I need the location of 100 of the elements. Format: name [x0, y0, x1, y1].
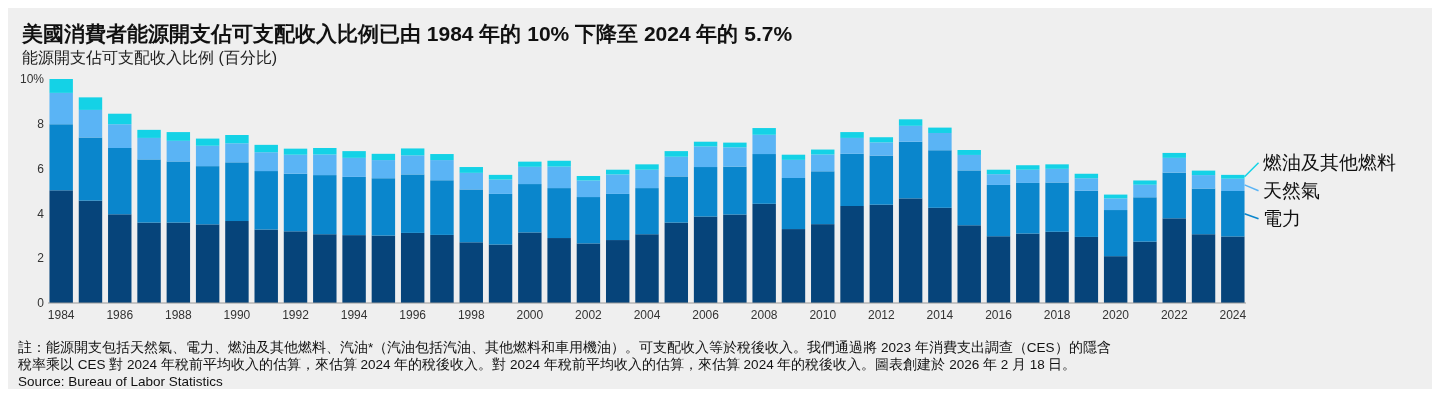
chart-subtitle: 能源開支佔可支配收入比例 (百分比) [21, 48, 279, 68]
bar [225, 162, 249, 222]
bar [488, 174, 513, 180]
bar [898, 119, 923, 126]
bar [518, 184, 542, 233]
bar [313, 147, 337, 155]
bar [781, 178, 806, 230]
bar [195, 224, 220, 303]
bar [1045, 231, 1069, 303]
bar [1162, 218, 1186, 303]
bar [840, 132, 864, 138]
bar [342, 176, 366, 236]
bar [898, 198, 923, 303]
bar [1191, 175, 1216, 189]
bar [195, 145, 220, 167]
bar [1045, 164, 1069, 169]
bar [1016, 233, 1040, 303]
bar [254, 229, 278, 303]
bar [547, 160, 571, 167]
y-tick-label: 2 [37, 251, 45, 266]
bar [635, 234, 659, 303]
bar [1045, 168, 1069, 183]
bar [166, 161, 191, 223]
bar [635, 169, 659, 189]
bar [371, 235, 396, 303]
bar [752, 203, 776, 303]
bar [840, 137, 864, 154]
bar [1162, 157, 1186, 173]
bar [49, 79, 73, 93]
bar [986, 174, 1011, 185]
bar [664, 151, 689, 157]
bar [430, 154, 454, 161]
bar [254, 144, 278, 153]
x-tick-label: 1992 [282, 308, 310, 322]
bar [488, 179, 513, 194]
bar [576, 197, 601, 244]
bar [928, 207, 952, 303]
bar [1103, 198, 1128, 211]
bar [635, 164, 659, 170]
bar [547, 188, 571, 239]
bar [254, 152, 278, 172]
bar [869, 137, 894, 143]
bar [137, 159, 161, 223]
x-tick-label: 2000 [516, 308, 544, 322]
bar [166, 140, 191, 162]
bar [342, 151, 366, 158]
bar [488, 244, 513, 303]
bar [1191, 234, 1216, 303]
x-tick-label: 2002 [575, 308, 603, 322]
bar [957, 154, 981, 171]
bar [400, 174, 425, 233]
bar [283, 173, 308, 232]
bar [1162, 172, 1186, 219]
bar [430, 180, 454, 235]
bar [723, 166, 747, 215]
x-tick-label: 1994 [340, 308, 368, 322]
bar [723, 214, 747, 303]
bar [1162, 152, 1186, 158]
bar [1016, 169, 1040, 183]
bar [518, 232, 542, 303]
y-tick-label: 8 [37, 117, 45, 131]
bar [254, 171, 278, 230]
bar [547, 166, 571, 189]
bar [108, 113, 132, 125]
bar [664, 176, 689, 223]
bar [1103, 256, 1128, 303]
bar [1133, 241, 1157, 303]
bar [459, 242, 483, 303]
bar [781, 154, 806, 160]
bar [957, 170, 981, 226]
bar [664, 222, 689, 303]
y-tick-label: 6 [37, 161, 45, 176]
y-tick-label: 10% [19, 72, 45, 87]
bar [898, 125, 923, 142]
bar [49, 92, 73, 125]
x-tick-label: 2012 [867, 308, 895, 322]
bar [723, 147, 747, 167]
x-tick-label: 1990 [223, 308, 251, 322]
x-tick-label: 2004 [633, 308, 661, 322]
bar [400, 155, 425, 175]
x-tick-label: 2022 [1160, 308, 1188, 322]
bar [430, 234, 454, 303]
bar [752, 128, 776, 135]
x-tick-label: 1988 [164, 308, 193, 322]
bar [371, 153, 396, 161]
bar [752, 134, 776, 155]
bar [957, 225, 981, 303]
bar [166, 132, 191, 141]
bar [840, 153, 864, 207]
x-tick-label: 1984 [47, 308, 75, 322]
bar [371, 160, 396, 179]
y-tick-label: 0 [37, 296, 45, 311]
bar [225, 221, 249, 303]
bar [459, 167, 483, 173]
x-tick-label: 1998 [457, 308, 485, 322]
bar [957, 150, 981, 155]
x-tick-label: 2006 [692, 308, 720, 322]
bar [78, 137, 103, 201]
legend-label: 天然氣 [1262, 180, 1320, 202]
legend-label: 燃油及其他燃料 [1262, 152, 1396, 174]
